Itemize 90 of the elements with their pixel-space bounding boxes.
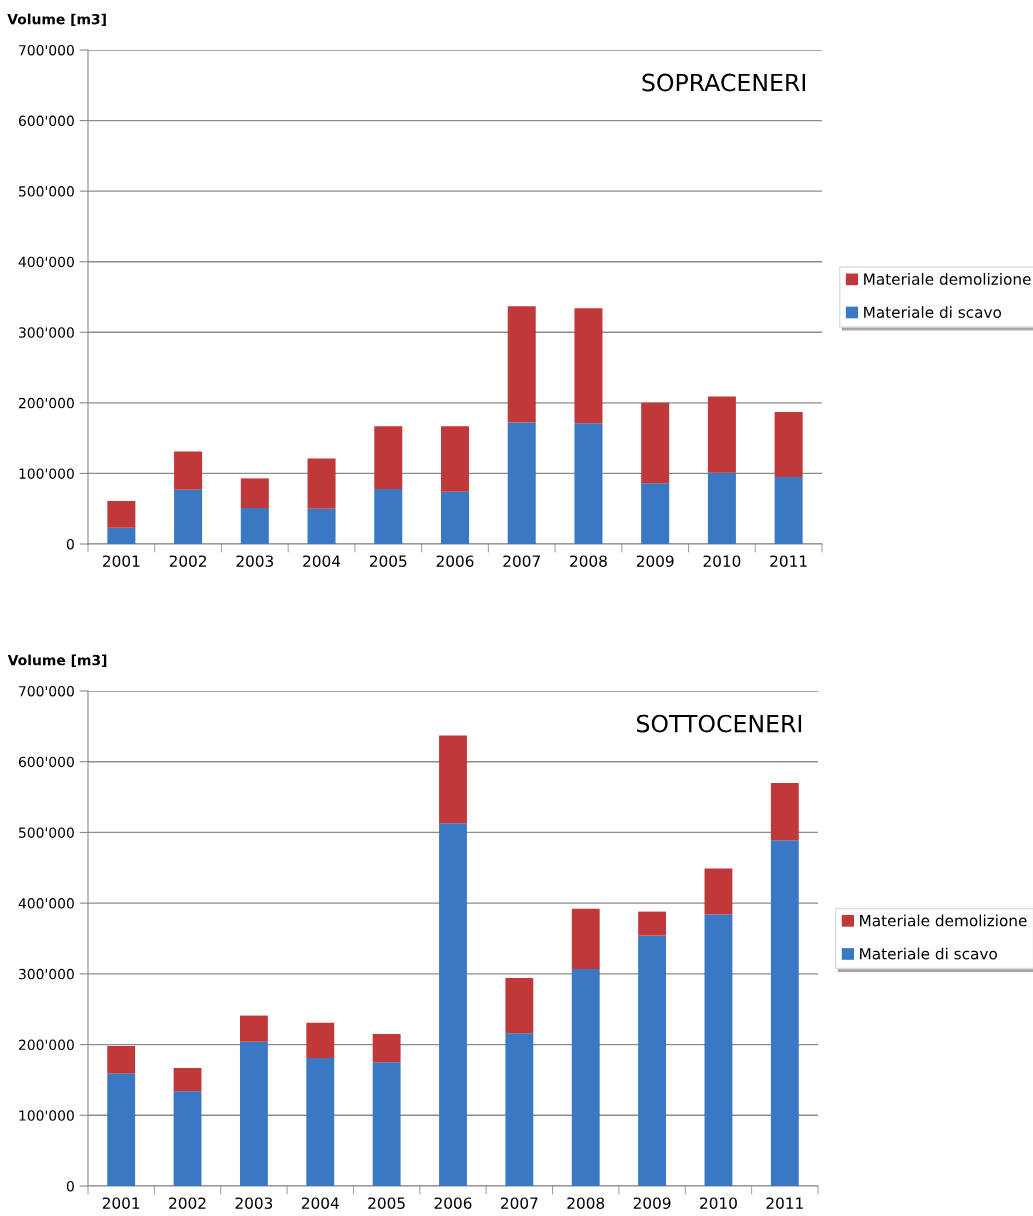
y-tick-label: 100'000	[19, 468, 74, 479]
bar	[507, 306, 536, 423]
bar	[440, 426, 470, 492]
y-tick-label: 700'000	[19, 685, 74, 697]
bar	[107, 1073, 136, 1186]
bar	[641, 402, 670, 484]
x-tick-label: 2007	[501, 1197, 538, 1209]
bar	[306, 1058, 335, 1186]
bar	[707, 472, 736, 544]
bar	[107, 500, 136, 528]
bar	[173, 1091, 202, 1186]
bar	[507, 422, 536, 544]
x-tick-label: 2004	[303, 555, 341, 567]
legend-label: Materiale demolizione	[864, 273, 1031, 285]
x-tick-label: 2001	[103, 555, 140, 567]
bar	[704, 914, 733, 1186]
bar	[638, 935, 667, 1186]
bar	[574, 423, 603, 544]
x-tick-label: 2007	[503, 555, 540, 567]
bar	[571, 908, 600, 969]
bar	[505, 978, 534, 1034]
x-tick-label: 2005	[368, 1197, 405, 1209]
bar	[374, 426, 403, 489]
x-tick-label: 2006	[434, 1197, 472, 1209]
bar	[571, 968, 600, 1186]
y-tick-label: 500'000	[19, 186, 74, 197]
bar	[505, 1033, 534, 1186]
bar	[770, 840, 799, 1186]
bar	[173, 1067, 202, 1092]
bar	[174, 451, 203, 490]
bar	[307, 458, 336, 509]
bar	[774, 476, 803, 544]
bar	[707, 396, 736, 473]
bar	[574, 308, 603, 424]
y-tick-label: 500'000	[19, 827, 74, 838]
bar	[440, 491, 470, 544]
x-tick-label: 2003	[236, 555, 274, 567]
bar	[307, 508, 336, 544]
bar	[774, 412, 803, 477]
x-tick-label: 2002	[169, 1197, 206, 1209]
x-tick-label: 2009	[636, 555, 674, 567]
x-tick-label: 2004	[301, 1197, 339, 1209]
text: SOTTOCENERI	[637, 714, 802, 733]
bar	[107, 527, 136, 544]
y-tick-label: 200'000	[18, 397, 74, 409]
y-tick-label: 100'000	[19, 1110, 74, 1121]
bar	[439, 823, 467, 1186]
y-tick-label: 200'000	[18, 1039, 74, 1051]
y-tick-label: 600'000	[18, 115, 74, 127]
bar	[704, 868, 733, 915]
bar	[107, 1045, 136, 1074]
bar	[641, 483, 670, 544]
text: SOPRACENERI	[642, 73, 805, 92]
bar	[239, 1015, 268, 1042]
x-tick-label: 2009	[633, 1197, 671, 1209]
y-tick-label: 300'000	[19, 327, 74, 338]
x-tick-label: 2010	[700, 1197, 737, 1209]
bar	[306, 1022, 335, 1059]
x-tick-label: 2005	[369, 555, 407, 567]
bar	[240, 478, 269, 509]
y-tick-label: 0	[66, 1180, 74, 1192]
bar	[770, 782, 799, 841]
y-tick-label: 400'000	[18, 256, 74, 268]
bar	[240, 508, 269, 544]
legend-label: Materiale di scavo	[864, 306, 1002, 318]
bar	[372, 1062, 401, 1186]
y-axis-title: Volume [m3]	[7, 654, 107, 667]
y-tick-label: 300'000	[19, 968, 74, 980]
y-tick-label: 400'000	[18, 898, 74, 909]
legend-label: Materiale demolizione	[860, 914, 1027, 927]
bar	[174, 489, 203, 544]
x-tick-label: 2008	[567, 1197, 605, 1209]
legend-label: Materiale di scavo	[860, 947, 997, 960]
bar	[239, 1041, 268, 1186]
y-tick-label: 700'000	[19, 44, 74, 56]
y-tick-label: 0	[66, 538, 74, 550]
bar	[374, 488, 403, 544]
x-tick-label: 2011	[766, 1197, 803, 1209]
x-tick-label: 2003	[235, 1197, 273, 1209]
x-tick-label: 2002	[169, 555, 206, 567]
bar	[638, 911, 667, 936]
bar	[372, 1033, 401, 1063]
x-tick-label: 2008	[570, 555, 607, 567]
x-tick-label: 2010	[703, 555, 741, 567]
x-tick-label: 2006	[436, 555, 474, 567]
y-axis-title: Volume [m3]	[7, 13, 106, 27]
x-tick-label: 2001	[102, 1197, 140, 1209]
y-tick-label: 600'000	[18, 756, 74, 768]
x-tick-label: 2011	[770, 555, 807, 567]
bar	[439, 735, 467, 824]
